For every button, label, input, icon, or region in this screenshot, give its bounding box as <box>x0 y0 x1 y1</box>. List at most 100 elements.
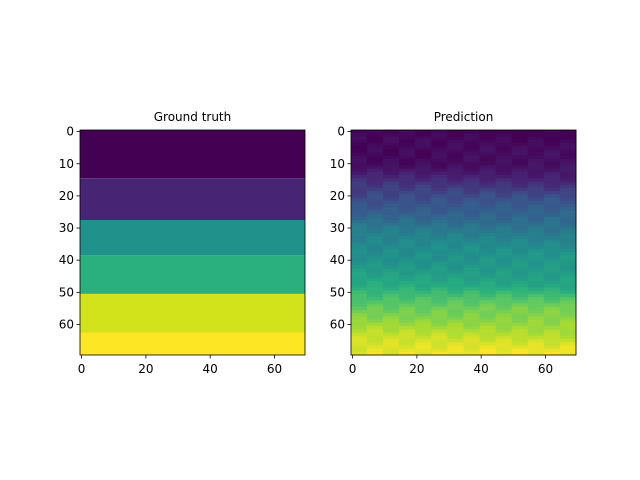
prediction-cell <box>431 232 448 237</box>
prediction-cell <box>431 319 448 324</box>
prediction-cell <box>367 203 384 208</box>
prediction-cell <box>415 216 432 221</box>
prediction-cell <box>383 242 400 247</box>
prediction-cell <box>367 194 384 198</box>
prediction-cell <box>367 326 384 330</box>
prediction-cell <box>511 338 529 343</box>
prediction-cell <box>543 284 561 288</box>
prediction-cell <box>543 351 561 356</box>
prediction-cell <box>527 335 545 340</box>
prediction-cell <box>463 236 481 240</box>
prediction-cell <box>463 322 481 327</box>
prediction-cell <box>447 236 464 240</box>
prediction-cell <box>543 232 561 237</box>
prediction-cell <box>399 255 416 260</box>
prediction-cell <box>447 332 464 337</box>
prediction-cell <box>351 191 368 195</box>
prediction-cell <box>399 268 416 272</box>
prediction-cell <box>399 149 416 153</box>
prediction-cell <box>367 232 384 237</box>
prediction-cell <box>511 306 529 311</box>
prediction-cell <box>511 223 529 227</box>
prediction-cell <box>351 271 368 276</box>
prediction-cell <box>543 210 561 215</box>
prediction-cell <box>527 136 545 141</box>
prediction-cell <box>399 332 416 337</box>
prediction-cell <box>351 184 368 189</box>
prediction-y-tick-label-30: 30 <box>330 221 345 235</box>
prediction-cell <box>479 290 497 295</box>
prediction-cell <box>415 326 432 330</box>
prediction-cell <box>543 136 561 141</box>
prediction-cell <box>367 252 384 256</box>
prediction-cell <box>351 300 368 305</box>
prediction-cell <box>495 207 513 211</box>
prediction-cell <box>367 274 384 279</box>
prediction-cell <box>399 136 416 141</box>
prediction-cell <box>463 155 481 160</box>
prediction-cell <box>447 191 464 195</box>
prediction-cell <box>559 216 577 221</box>
prediction-cell <box>415 300 432 305</box>
prediction-cell <box>399 197 416 202</box>
prediction-cell <box>431 207 448 211</box>
prediction-cell <box>463 284 481 288</box>
prediction-cell <box>479 226 497 231</box>
prediction-cell <box>511 232 529 237</box>
prediction-cell <box>415 306 432 311</box>
prediction-cell <box>415 213 432 218</box>
prediction-cell <box>447 284 464 288</box>
ground-truth-title: Ground truth <box>154 110 232 124</box>
prediction-cell <box>559 181 577 186</box>
prediction-cell <box>479 322 497 327</box>
prediction-cell <box>399 287 416 292</box>
ground-truth-frame <box>79 129 306 356</box>
prediction-cell <box>431 313 448 317</box>
prediction-cell <box>415 351 432 356</box>
prediction-cell <box>367 168 384 173</box>
prediction-cell <box>479 338 497 343</box>
prediction-cell <box>415 313 432 317</box>
prediction-cell <box>495 226 513 231</box>
prediction-cell <box>543 338 561 343</box>
ground-truth-y-tick-label-40: 40 <box>59 253 74 267</box>
prediction-cell <box>447 149 464 153</box>
prediction-cell <box>463 178 481 182</box>
prediction-cell <box>383 303 400 308</box>
prediction-cell <box>559 316 577 321</box>
prediction-cell <box>447 287 464 292</box>
prediction-cell <box>495 293 513 298</box>
prediction-cell <box>463 274 481 279</box>
prediction-cell <box>543 175 561 179</box>
prediction-cell <box>527 155 545 160</box>
prediction-cell <box>383 274 400 279</box>
prediction-cell <box>527 165 545 170</box>
prediction-cell <box>527 175 545 179</box>
prediction-cell <box>511 184 529 189</box>
prediction-cell <box>511 335 529 340</box>
prediction-cell <box>399 142 416 147</box>
prediction-cell <box>367 271 384 276</box>
prediction-cell <box>559 348 577 353</box>
prediction-cell <box>559 310 577 314</box>
prediction-cell <box>447 213 464 218</box>
prediction-cell <box>495 252 513 256</box>
prediction-cell <box>431 213 448 218</box>
prediction-cell <box>383 210 400 215</box>
prediction-cell <box>511 175 529 179</box>
prediction-cell <box>543 213 561 218</box>
prediction-cell <box>495 242 513 247</box>
prediction-cell <box>559 152 577 157</box>
prediction-cell <box>399 155 416 160</box>
prediction-cell <box>399 338 416 343</box>
prediction-cell <box>447 133 464 137</box>
prediction-cell <box>527 197 545 202</box>
prediction-cell <box>511 293 529 298</box>
prediction-cell <box>383 300 400 305</box>
prediction-cell <box>383 149 400 153</box>
prediction-cell <box>463 261 481 266</box>
prediction-cell <box>447 297 464 301</box>
prediction-cell <box>559 265 577 269</box>
prediction-cell <box>367 133 384 137</box>
prediction-cell <box>495 152 513 157</box>
